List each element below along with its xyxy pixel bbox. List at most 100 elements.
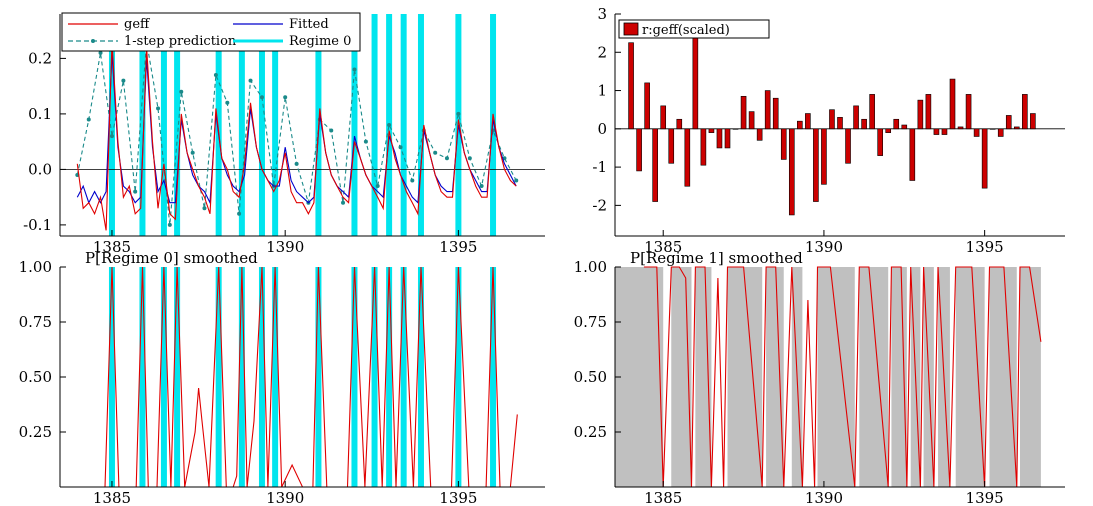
regime0-band: [215, 14, 222, 236]
regime0-band: [160, 14, 167, 236]
regime0-band: [215, 267, 222, 487]
axes: 1385 1390 1395 0.25 0.50 0.75 1.00: [19, 258, 545, 506]
regime0-band: [455, 267, 462, 487]
residual-bar: [965, 94, 972, 130]
residual-bar: [973, 128, 980, 137]
prediction-point: [363, 139, 368, 144]
regime0-band: [315, 267, 322, 487]
regime1-shade: [727, 267, 763, 487]
x-tick-label: 1390: [266, 238, 304, 256]
y-tick-label: 1.00: [19, 258, 52, 276]
prediction-point: [514, 178, 519, 183]
y-tick-label: 0.2: [28, 49, 52, 67]
regime0-band: [400, 14, 407, 236]
regime0-band: [417, 267, 424, 487]
panel-regime0-smoothed: 1385 1390 1395 0.25 0.50 0.75 1.00 P[Regime 0]…: [19, 249, 545, 506]
regime0-band: [351, 267, 358, 487]
series-lines: [75, 39, 519, 231]
regime0-band: [490, 267, 497, 487]
prediction-point: [456, 111, 461, 116]
regime0-band: [272, 267, 279, 487]
prediction-point: [121, 78, 126, 83]
y-tick-label: 0.0: [28, 160, 52, 178]
residual-bar: [997, 128, 1004, 137]
residual-bar: [788, 128, 795, 216]
regime1-shade: [1020, 267, 1041, 487]
prediction-point: [467, 156, 472, 161]
regime1-prob-line: [643, 266, 1042, 488]
prediction-point: [248, 78, 253, 83]
prediction-point: [98, 50, 103, 55]
prediction-point: [329, 128, 334, 133]
prediction-point: [444, 156, 449, 161]
prediction-point: [190, 150, 195, 155]
legend-geff-label: geff: [124, 17, 151, 32]
residual-bar: [716, 128, 723, 149]
y-tick-label: 0.1: [28, 105, 52, 123]
x-tick-label: 1395: [439, 238, 477, 256]
residual-bar: [981, 128, 988, 189]
residual-bar: [989, 128, 996, 130]
residual-bar: [869, 94, 875, 130]
prediction-point: [352, 67, 357, 72]
panel-title: P[Regime 0] smoothed: [85, 249, 258, 267]
residual-bar: [893, 118, 900, 130]
residual-bar: [853, 105, 859, 130]
regime0-band: [238, 267, 245, 487]
residual-bar: [805, 113, 811, 130]
regime0-band: [400, 267, 407, 487]
prediction-point: [259, 95, 264, 100]
legend-prediction-label: 1-step prediction: [124, 34, 237, 49]
prediction-point: [410, 178, 415, 183]
residual-bar: [628, 42, 634, 130]
regime0-band: [174, 267, 181, 487]
axes: 1385 1390 1395 -0.1 0.0 0.1 0.2: [23, 14, 545, 256]
residual-bar: [724, 128, 731, 149]
panel-regime1-smoothed: 1385 1390 1395 0.25 0.50 0.75 1.00 P[Regime 1]…: [574, 249, 1065, 506]
geff-line: [76, 41, 517, 231]
residual-bar: [772, 97, 779, 130]
regime0-band: [386, 267, 393, 487]
y-tick-label: -2: [592, 196, 607, 214]
prediction-point: [167, 222, 172, 227]
legend-bar-swatch: [623, 22, 639, 36]
x-tick-label: 1390: [805, 238, 843, 256]
series-lines: [643, 266, 1042, 488]
x-tick-label: 1385: [644, 238, 682, 256]
residual-bar: [925, 94, 932, 130]
residual-bar: [1005, 115, 1012, 130]
regime1-shade: [955, 267, 985, 487]
residual-bar: [692, 25, 699, 130]
prediction-point: [387, 123, 392, 127]
prediction-point: [433, 150, 438, 155]
legend-fitted-label: Fitted: [289, 17, 329, 32]
y-tick-label: 0.25: [19, 423, 52, 441]
prediction-point: [86, 117, 91, 122]
residual-bar: [861, 118, 867, 130]
axes: 1385 1390 1395 -2 -1 0 1 2 3: [592, 5, 1065, 256]
y-tick-label: 0.75: [574, 313, 607, 331]
y-tick-label: 3: [597, 5, 607, 23]
legend-box: [618, 19, 770, 39]
regime0-bands: [108, 267, 497, 487]
residual-bar: [933, 128, 940, 135]
regime1-shade: [859, 267, 889, 487]
x-tick-label: 1385: [644, 489, 682, 506]
legend-prediction-marker: [91, 39, 95, 43]
residual-bar: [684, 128, 691, 187]
prediction-point: [398, 145, 403, 150]
regime0-band: [139, 267, 146, 487]
residual-bars: [615, 25, 1065, 216]
regime0-band: [272, 14, 279, 236]
residual-bar: [644, 82, 650, 130]
y-tick-label: 0.25: [574, 423, 607, 441]
residual-bar: [917, 99, 924, 130]
residual-bar: [901, 124, 908, 130]
regime0-band: [139, 14, 146, 236]
x-tick-label: 1395: [966, 489, 1004, 506]
residual-bar: [740, 95, 747, 130]
residual-bar: [957, 126, 964, 130]
axes: 1385 1390 1395 0.25 0.50 0.75 1.00: [574, 258, 1065, 506]
legend-box: [61, 12, 361, 52]
